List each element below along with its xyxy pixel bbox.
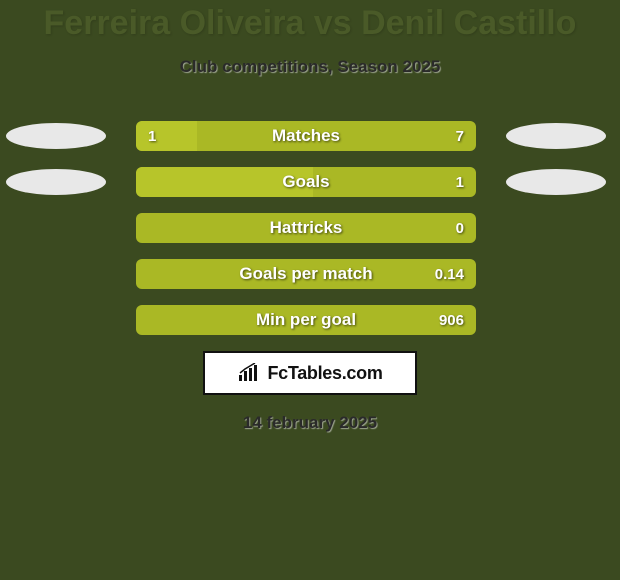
player-left-avatar — [6, 169, 106, 195]
stat-label: Hattricks — [136, 213, 476, 243]
player-right-avatar — [506, 123, 606, 149]
stat-bar: Goals per match0.14 — [136, 259, 476, 289]
source-logo: FcTables.com — [203, 351, 417, 395]
stat-value-right: 0 — [456, 213, 464, 243]
chart-icon — [237, 363, 263, 383]
player-right-avatar — [506, 169, 606, 195]
stat-bar: 1Matches7 — [136, 121, 476, 151]
player-left-avatar — [6, 123, 106, 149]
stat-value-right: 7 — [456, 121, 464, 151]
stat-row: Hattricks0 — [0, 213, 620, 243]
stat-row: Goals per match0.14 — [0, 259, 620, 289]
stat-value-right: 906 — [439, 305, 464, 335]
stat-value-right: 1 — [456, 167, 464, 197]
comparison-infographic: Ferreira Oliveira vs Denil Castillo Club… — [0, 0, 620, 580]
stat-bar: Min per goal906 — [136, 305, 476, 335]
stat-value-right: 0.14 — [435, 259, 464, 289]
page-title: Ferreira Oliveira vs Denil Castillo — [0, 4, 620, 43]
subtitle: Club competitions, Season 2025 — [0, 57, 620, 77]
stat-label: Goals — [136, 167, 476, 197]
stat-row: 1Matches7 — [0, 121, 620, 151]
stat-label: Matches — [136, 121, 476, 151]
stat-label: Min per goal — [136, 305, 476, 335]
stat-bar: Hattricks0 — [136, 213, 476, 243]
stat-row: Min per goal906 — [0, 305, 620, 335]
logo-text: FcTables.com — [267, 363, 382, 384]
date-label: 14 february 2025 — [0, 413, 620, 433]
stat-label: Goals per match — [136, 259, 476, 289]
stat-row: Goals1 — [0, 167, 620, 197]
stat-rows: 1Matches7Goals1Hattricks0Goals per match… — [0, 121, 620, 335]
stat-bar: Goals1 — [136, 167, 476, 197]
